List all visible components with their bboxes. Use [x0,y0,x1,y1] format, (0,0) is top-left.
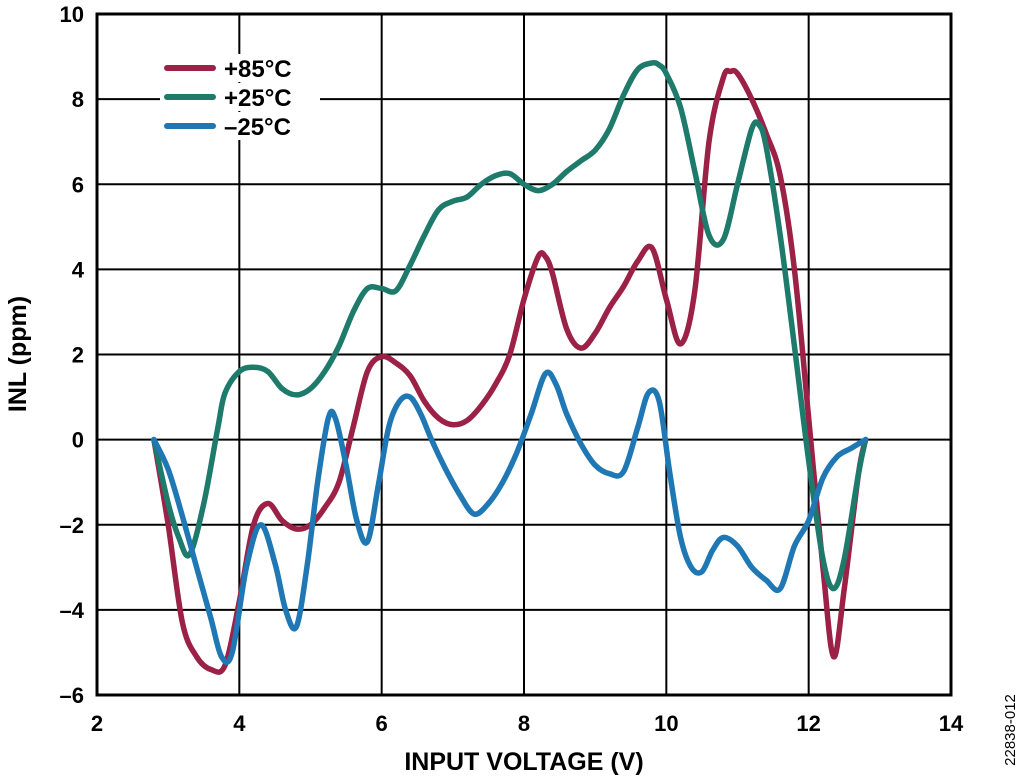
legend-label-85c: +85°C [224,56,292,83]
x-tick-label: 6 [376,711,388,736]
figure-id: 22838-012 [1002,694,1019,766]
series-line-minus25c [151,369,869,666]
series-line-25c [151,59,869,592]
y-tick-label: –6 [60,683,84,708]
x-tick-label: 12 [796,711,820,736]
series-lines [151,59,869,675]
y-tick-label: 10 [60,2,84,27]
x-axis-ticks: 2 4 6 8 10 12 14 [91,711,964,736]
series-line-85c [151,67,869,675]
plot-frame [95,12,953,697]
y-tick-label: 6 [72,172,84,197]
y-tick-label: –2 [60,513,84,538]
x-tick-label: 4 [233,711,246,736]
y-tick-label: 0 [72,428,84,453]
y-tick-label: 2 [72,343,84,368]
legend-label-minus25c: –25°C [224,114,291,141]
legend-label-25c: +25°C [224,85,292,112]
y-tick-label: –4 [60,598,85,623]
y-axis-title: INL (ppm) [4,296,32,412]
x-tick-label: 14 [939,711,964,736]
x-axis-title: INPUT VOLTAGE (V) [404,748,643,776]
legend: +85°C+25°C–25°C [160,54,320,141]
y-tick-label: 4 [72,257,85,282]
x-tick-label: 8 [518,711,530,736]
y-tick-label: 8 [72,87,84,112]
x-tick-label: 10 [654,711,678,736]
y-axis-ticks: –6 –4 –2 0 2 4 6 8 10 [60,2,85,708]
x-tick-label: 2 [91,711,103,736]
